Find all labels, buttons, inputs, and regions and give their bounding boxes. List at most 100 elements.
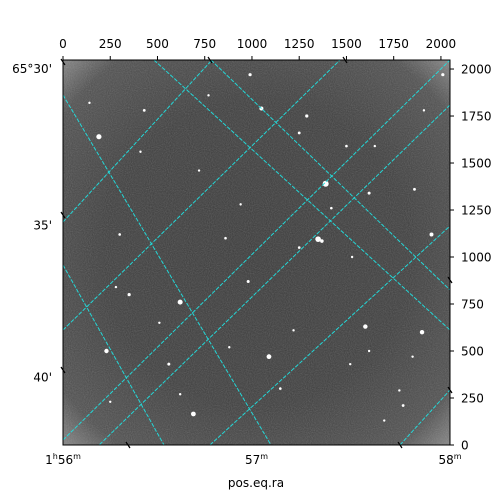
- x-tick-label: 2000: [426, 37, 457, 51]
- star: [292, 329, 295, 332]
- grid-line: [153, 60, 450, 331]
- plot-frame: [62, 59, 451, 446]
- y-tick-label: 1750: [461, 110, 492, 124]
- star: [367, 191, 371, 195]
- grid-line: [98, 104, 450, 445]
- star: [207, 94, 210, 97]
- star: [118, 233, 121, 236]
- star: [228, 346, 231, 349]
- world-tick-mark: [60, 58, 66, 66]
- world-tick-mark: [207, 56, 213, 64]
- world-tick-mark: [125, 441, 131, 449]
- star: [401, 404, 405, 407]
- star: [349, 362, 352, 366]
- coordinate-grid: [63, 60, 450, 445]
- star: [139, 150, 142, 153]
- star: [266, 354, 272, 360]
- star: [109, 400, 112, 403]
- star: [167, 362, 171, 366]
- y-tick-label: 250: [461, 392, 484, 406]
- star: [330, 206, 333, 210]
- world-tick-mark: [60, 211, 66, 219]
- star: [297, 131, 301, 135]
- star: [441, 73, 445, 77]
- star: [419, 330, 425, 335]
- ra-tick-label: 57m: [245, 452, 268, 467]
- y-tick-label: 0: [461, 439, 469, 453]
- ra-tick-label: 58m: [438, 452, 461, 467]
- grid-line: [399, 389, 450, 445]
- y-tick-label: 750: [461, 298, 484, 312]
- star: [297, 246, 301, 249]
- world-tick-mark: [447, 386, 453, 394]
- star: [279, 387, 282, 390]
- x-tick-label: 1750: [378, 37, 409, 51]
- grid-line: [209, 225, 450, 445]
- star: [422, 109, 426, 112]
- world-tick-mark: [447, 276, 453, 284]
- world-tick-mark: [342, 56, 348, 64]
- x-axis-label: pos.eq.ra: [228, 476, 284, 490]
- star: [429, 232, 434, 237]
- star: [305, 114, 309, 118]
- star: [104, 348, 109, 354]
- grid-line: [63, 60, 341, 331]
- x-tick-label: 250: [99, 37, 122, 51]
- star: [177, 299, 183, 305]
- star: [367, 349, 371, 353]
- grid-line: [63, 60, 450, 441]
- grid-line: [210, 60, 450, 291]
- dec-tick-label: 65°30': [12, 62, 52, 76]
- y-tick-label: 2000: [461, 63, 492, 77]
- dec-tick-label: 40': [33, 370, 52, 384]
- x-tick-label: 1000: [237, 37, 268, 51]
- star: [322, 180, 329, 187]
- y-tick-label: 1000: [461, 251, 492, 265]
- world-tick-mark: [397, 441, 403, 449]
- grid-line: [63, 94, 272, 445]
- y-tick-label: 1500: [461, 157, 492, 171]
- dec-tick-label: 35': [33, 218, 52, 232]
- star: [246, 279, 250, 283]
- star-field: [88, 73, 445, 422]
- star: [239, 203, 242, 206]
- star: [197, 169, 201, 172]
- grid-line: [63, 60, 213, 223]
- star: [411, 355, 414, 358]
- y-tick-label: 1250: [461, 204, 492, 218]
- star: [373, 144, 376, 148]
- image-noise: [63, 60, 450, 445]
- x-tick-label: 0: [59, 37, 67, 51]
- star: [190, 411, 196, 417]
- x-tick-label: 750: [193, 37, 216, 51]
- star: [127, 293, 131, 297]
- ra-tick-label: 1h56m: [45, 452, 81, 467]
- star: [158, 321, 161, 325]
- grid-line: [63, 264, 165, 445]
- star: [142, 108, 146, 112]
- star: [248, 73, 252, 77]
- pixel-y-axis: 0 250 500 750 1000 1250 1500 1750 2000: [450, 63, 492, 453]
- star: [96, 134, 102, 140]
- star: [383, 419, 386, 422]
- image-area: [63, 60, 450, 445]
- star: [398, 389, 401, 392]
- star: [224, 236, 227, 240]
- x-tick-label: 1500: [331, 37, 362, 51]
- star: [320, 239, 324, 243]
- world-tick-mark: [60, 366, 66, 374]
- star: [178, 393, 182, 396]
- star: [88, 101, 91, 105]
- star: [345, 144, 348, 148]
- star: [114, 285, 118, 289]
- x-tick-label: 1250: [284, 37, 315, 51]
- pixel-x-axis: 0 250 500 750 1000 1250 1500 1750 2000: [59, 37, 456, 60]
- star: [350, 255, 354, 259]
- star: [363, 324, 368, 329]
- star: [315, 236, 321, 242]
- dec-axis: 65°30' 35' 40': [12, 62, 52, 384]
- x-tick-label: 500: [146, 37, 169, 51]
- y-tick-label: 500: [461, 345, 484, 359]
- star: [413, 187, 416, 191]
